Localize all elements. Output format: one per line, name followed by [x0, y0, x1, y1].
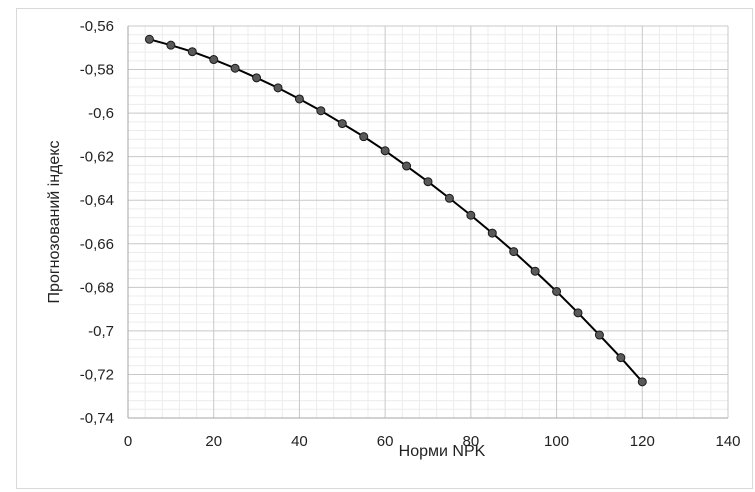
data-point	[187, 47, 197, 57]
data-point	[166, 40, 176, 50]
y-tick-label: -0,64	[80, 192, 114, 209]
y-tick-label: -0,58	[80, 62, 114, 79]
data-point	[423, 177, 433, 187]
x-axis-title: Норми NPK	[399, 443, 486, 460]
y-tick-label: -0,62	[80, 149, 114, 166]
data-point	[252, 73, 262, 83]
data-point	[294, 94, 304, 104]
data-point	[509, 247, 519, 257]
data-point	[230, 63, 240, 73]
data-point	[552, 286, 562, 296]
data-point	[316, 106, 326, 116]
series-group	[144, 34, 647, 387]
y-tick-label: -0,66	[80, 236, 114, 253]
minor-grid	[128, 26, 728, 418]
data-point	[530, 266, 540, 276]
y-tick-label: -0,7	[88, 323, 114, 340]
x-tick-label: 60	[377, 433, 394, 450]
data-point	[144, 34, 154, 44]
major-grid	[127, 25, 729, 419]
x-tick-label: 120	[630, 433, 655, 450]
data-point	[337, 119, 347, 129]
data-point	[359, 132, 369, 142]
x-tick-label: 100	[544, 433, 569, 450]
x-tick-label: 80	[463, 433, 480, 450]
data-point	[402, 161, 412, 171]
data-point	[487, 228, 497, 238]
data-point	[594, 330, 604, 340]
data-point	[616, 353, 626, 363]
x-tick-label: 140	[715, 433, 740, 450]
axes	[127, 26, 728, 419]
data-point	[209, 55, 219, 65]
x-tick-labels: 0 20 40 60 80 100 120 140	[124, 433, 741, 450]
x-tick-label: 40	[291, 433, 308, 450]
y-tick-label: -0,6	[88, 105, 114, 122]
data-point	[444, 193, 454, 203]
data-point	[573, 308, 583, 318]
data-point	[380, 146, 390, 156]
y-axis-title: Прогнозований індекс	[46, 141, 63, 304]
y-tick-label: -0,68	[80, 279, 114, 296]
y-tick-labels: -0,56 -0,58 -0,6 -0,62 -0,64 -0,66 -0,68 -0,7 -0…	[80, 18, 114, 427]
x-tick-label: 0	[124, 433, 132, 450]
y-tick-label: -0,74	[80, 410, 114, 427]
data-point	[273, 83, 283, 93]
data-point	[637, 377, 647, 387]
y-tick-label: -0,72	[80, 366, 114, 383]
data-point	[466, 210, 476, 220]
y-tick-label: -0,56	[80, 18, 114, 35]
x-tick-label: 20	[205, 433, 222, 450]
